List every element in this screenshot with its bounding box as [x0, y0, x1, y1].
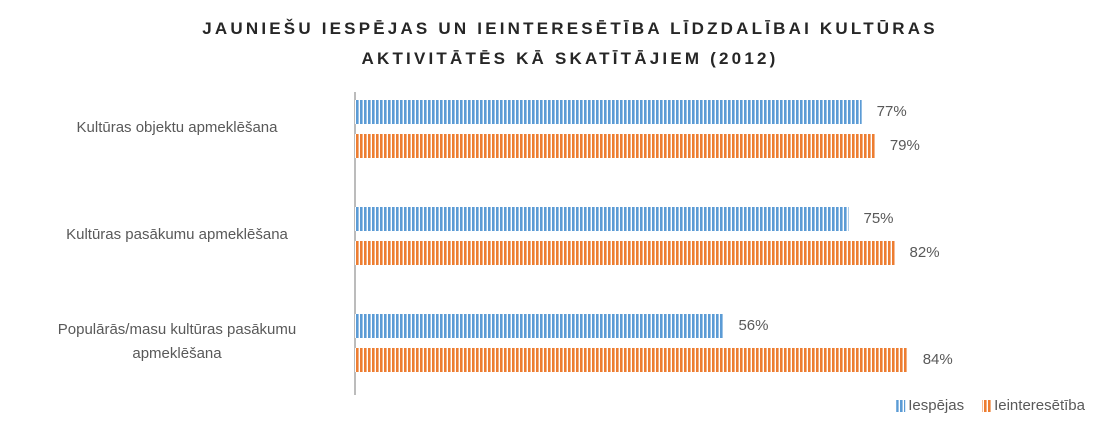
- chart-title: JAUNIEŠU IESPĒJAS UN IEINTERESĒTĪBA LĪDZ…: [202, 19, 938, 68]
- bar: [355, 100, 862, 124]
- legend-label: Ieinteresētība: [994, 397, 1086, 414]
- data-label: 79%: [890, 137, 920, 154]
- bar: [355, 134, 875, 158]
- legend-swatch: [896, 400, 906, 412]
- bar: [355, 207, 849, 231]
- category-label: Kultūras objektu apmeklēšana: [76, 119, 278, 136]
- bar: [355, 348, 908, 372]
- data-label: 84%: [923, 351, 953, 368]
- data-label: 56%: [738, 317, 768, 334]
- bar: [355, 241, 895, 265]
- legend-label: Iespējas: [908, 397, 964, 414]
- data-label: 75%: [864, 210, 894, 227]
- data-label: 82%: [910, 244, 940, 261]
- data-label: 77%: [877, 103, 907, 120]
- legend-swatch: [982, 400, 992, 412]
- category-label: Kultūras pasākumu apmeklēšana: [66, 226, 288, 243]
- category-label: Populārās/masu kultūras pasākumu apmeklē…: [57, 321, 297, 362]
- bar: [355, 314, 724, 338]
